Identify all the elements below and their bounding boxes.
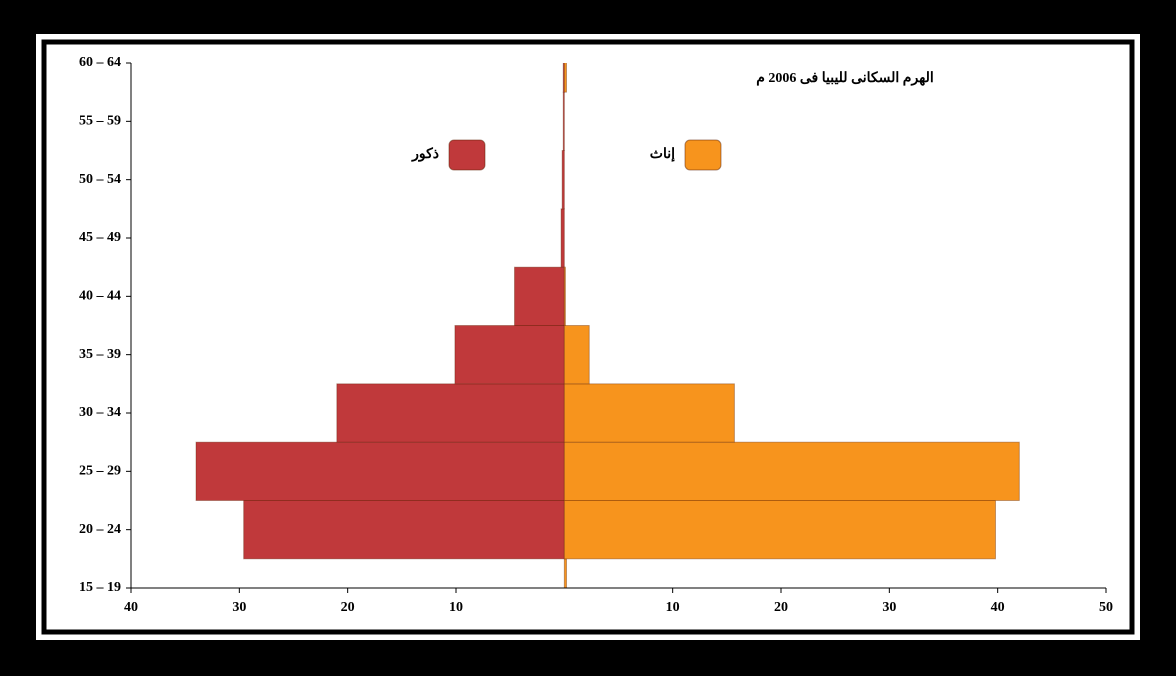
bar bbox=[563, 441, 1020, 501]
y-tick-label: 15 – 19 bbox=[79, 580, 121, 595]
bar bbox=[195, 441, 565, 501]
bar bbox=[243, 500, 565, 560]
x-tick-label: 20 bbox=[341, 600, 355, 615]
bar bbox=[563, 325, 590, 385]
bar bbox=[560, 208, 565, 268]
y-tick-label: 45 – 49 bbox=[79, 230, 121, 245]
x-tick-label: 30 bbox=[232, 600, 246, 615]
legend-swatch bbox=[684, 139, 722, 171]
frame-border bbox=[41, 39, 1135, 635]
y-tick-label: 20 – 24 bbox=[79, 522, 121, 537]
chart-title: الهرم السكانى لليبيا فى 2006 م bbox=[756, 70, 934, 86]
legend-label: إناث bbox=[650, 147, 675, 163]
x-tick-label: 10 bbox=[449, 600, 463, 615]
x-tick-label: 40 bbox=[124, 600, 138, 615]
x-tick-label: 30 bbox=[882, 600, 896, 615]
x-tick-label: 40 bbox=[991, 600, 1005, 615]
y-tick-label: 25 – 29 bbox=[79, 464, 121, 479]
x-tick-label: 10 bbox=[666, 600, 680, 615]
x-tick-label: 50 bbox=[1099, 600, 1113, 615]
bar bbox=[563, 383, 735, 443]
x-tick-label: 20 bbox=[774, 600, 788, 615]
y-tick-label: 50 – 54 bbox=[79, 172, 121, 187]
y-tick-label: 30 – 34 bbox=[79, 405, 121, 420]
legend-swatch bbox=[448, 139, 486, 171]
y-tick-label: 40 – 44 bbox=[79, 289, 121, 304]
bar bbox=[562, 91, 565, 151]
bar bbox=[454, 325, 565, 385]
bar bbox=[563, 63, 567, 93]
y-tick-label: 55 – 59 bbox=[79, 114, 121, 129]
bar bbox=[562, 63, 565, 93]
legend-label: ذكور bbox=[411, 146, 439, 162]
y-tick-label: 35 – 39 bbox=[79, 347, 121, 362]
bar bbox=[563, 266, 566, 326]
bar bbox=[563, 500, 996, 560]
bar bbox=[561, 150, 565, 210]
bar bbox=[336, 383, 565, 443]
bar bbox=[514, 266, 565, 326]
y-tick-label: 60 – 64 bbox=[79, 55, 121, 70]
